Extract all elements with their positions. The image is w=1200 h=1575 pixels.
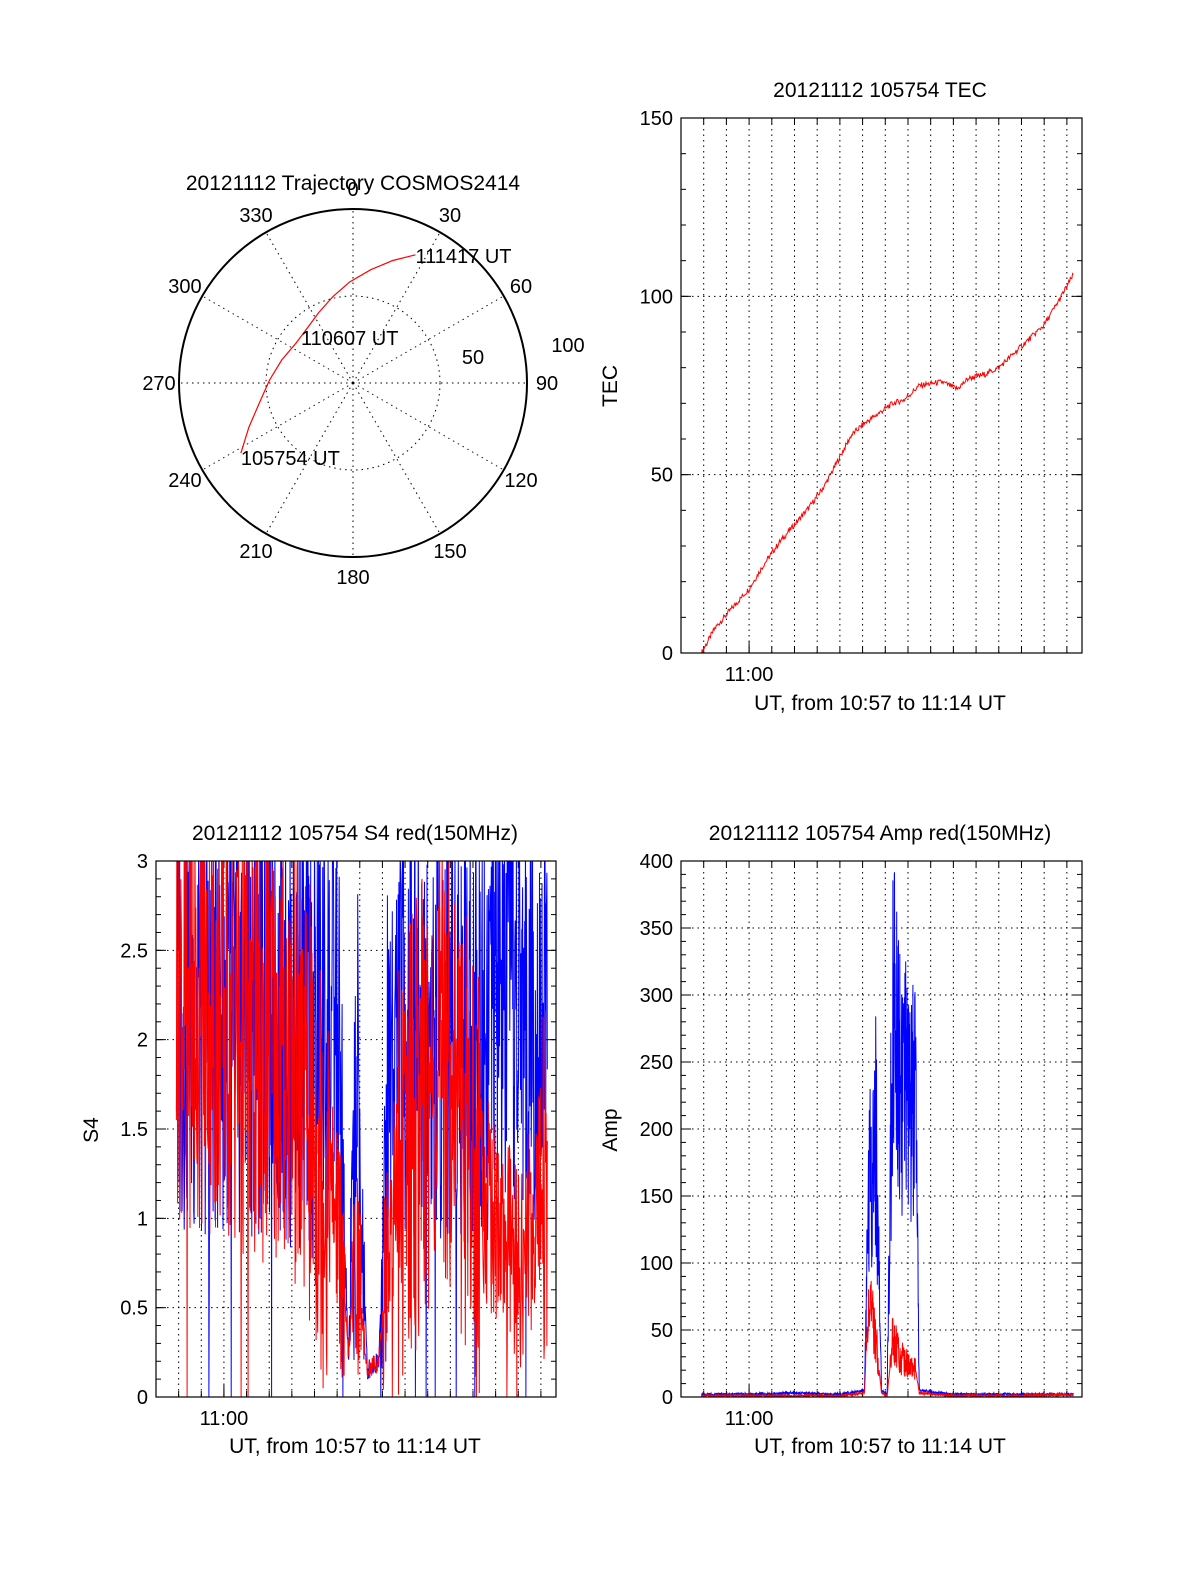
polar-spoke [352,232,441,384]
tec-x-axis-label: UT, from 10:57 to 11:14 UT [754,692,1006,715]
s4-title: 20121112 105754 S4 red(150MHz) [192,822,518,845]
polar-spoke [352,382,504,471]
amp-chart: 20121112 105754 Amp red(150MHz) UT, from… [599,822,1083,1458]
y-tick-label: 200 [640,1119,673,1141]
polar-grid-circle [265,295,441,471]
y-tick-label: 2 [137,1030,148,1052]
red-series-line [175,861,548,1397]
y-tick-label: 0 [662,643,673,665]
y-tick-label: 0.5 [120,1298,148,1320]
y-tick-label: 1 [137,1208,148,1230]
plot-frame [155,860,557,1398]
plot-frame [680,117,1083,654]
y-tick-label: 400 [640,851,673,873]
polar-azimuth-label: 120 [504,470,537,492]
polar-outer-circle [178,208,528,558]
polar-azimuth-label: 0 [347,179,358,201]
trajectory-time-label: 105754 UT [241,448,340,470]
trajectory-line [240,254,416,454]
y-tick-label: 0 [137,1387,148,1409]
polar-radial-label: 100 [551,335,584,357]
polar-azimuth-label: 30 [439,205,461,227]
polar-radial-label: 50 [462,347,484,369]
trajectory-time-label: 110607 UT [301,328,398,350]
amp-x-axis-label: UT, from 10:57 to 11:14 UT [754,1435,1006,1458]
y-tick-label: 3 [137,851,148,873]
y-tick-label: 100 [640,1253,673,1275]
polar-azimuth-label: 300 [168,276,201,298]
polar-azimuth-label: 180 [336,567,369,589]
y-tick-label: 100 [640,286,673,308]
amp-title: 20121112 105754 Amp red(150MHz) [709,822,1051,845]
amp-y-axis-label: Amp [599,1108,622,1151]
y-tick-label: 350 [640,918,673,940]
y-tick-label: 150 [640,1186,673,1208]
s4-chart: 20121112 105754 S4 red(150MHz) UT, from … [80,822,557,1458]
x-tick-label: 11:00 [200,1408,249,1430]
polar-azimuth-label: 210 [239,541,272,563]
trajectory-title: 20121112 Trajectory COSMOS2414 [186,172,521,195]
polar-azimuth-label: 270 [142,373,175,395]
polar-spoke [202,382,354,471]
trajectory-time-label: 111417 UT [416,246,512,268]
blue-series-line [701,872,1074,1397]
y-tick-label: 150 [640,108,673,130]
tec-chart: 20121112 105754 TEC UT, from 10:57 to 11… [599,79,1083,715]
polar-azimuth-label: 150 [433,541,466,563]
trajectory-polar-plot: 20121112 Trajectory COSMOS2414 0 30 60 90 12… [142,172,584,589]
s4-x-axis-label: UT, from 10:57 to 11:14 UT [229,1435,481,1458]
tec-title: 20121112 105754 TEC [773,79,987,102]
plot-frame [680,860,1083,1398]
red-series-line [701,272,1074,653]
polar-azimuth-label: 90 [536,373,558,395]
y-tick-label: 250 [640,1052,673,1074]
polar-spoke [265,382,354,534]
polar-spoke [265,232,354,384]
polar-azimuth-label: 240 [168,470,201,492]
y-tick-label: 1.5 [120,1119,148,1141]
y-tick-label: 2.5 [120,940,148,962]
y-tick-label: 0 [662,1387,673,1409]
y-tick-label: 50 [651,465,673,487]
s4-y-axis-label: S4 [80,1117,103,1143]
blue-series-line [175,861,548,1397]
x-tick-label: 11:00 [725,1408,774,1430]
polar-azimuth-label: 60 [510,276,532,298]
polar-spoke [352,295,504,384]
y-tick-label: 50 [651,1320,673,1342]
y-tick-label: 300 [640,985,673,1007]
polar-spoke [352,382,441,534]
tec-y-axis-label: TEC [599,365,622,407]
polar-azimuth-label: 330 [239,205,272,227]
x-tick-label: 11:00 [725,664,774,686]
polar-spoke [202,295,354,384]
